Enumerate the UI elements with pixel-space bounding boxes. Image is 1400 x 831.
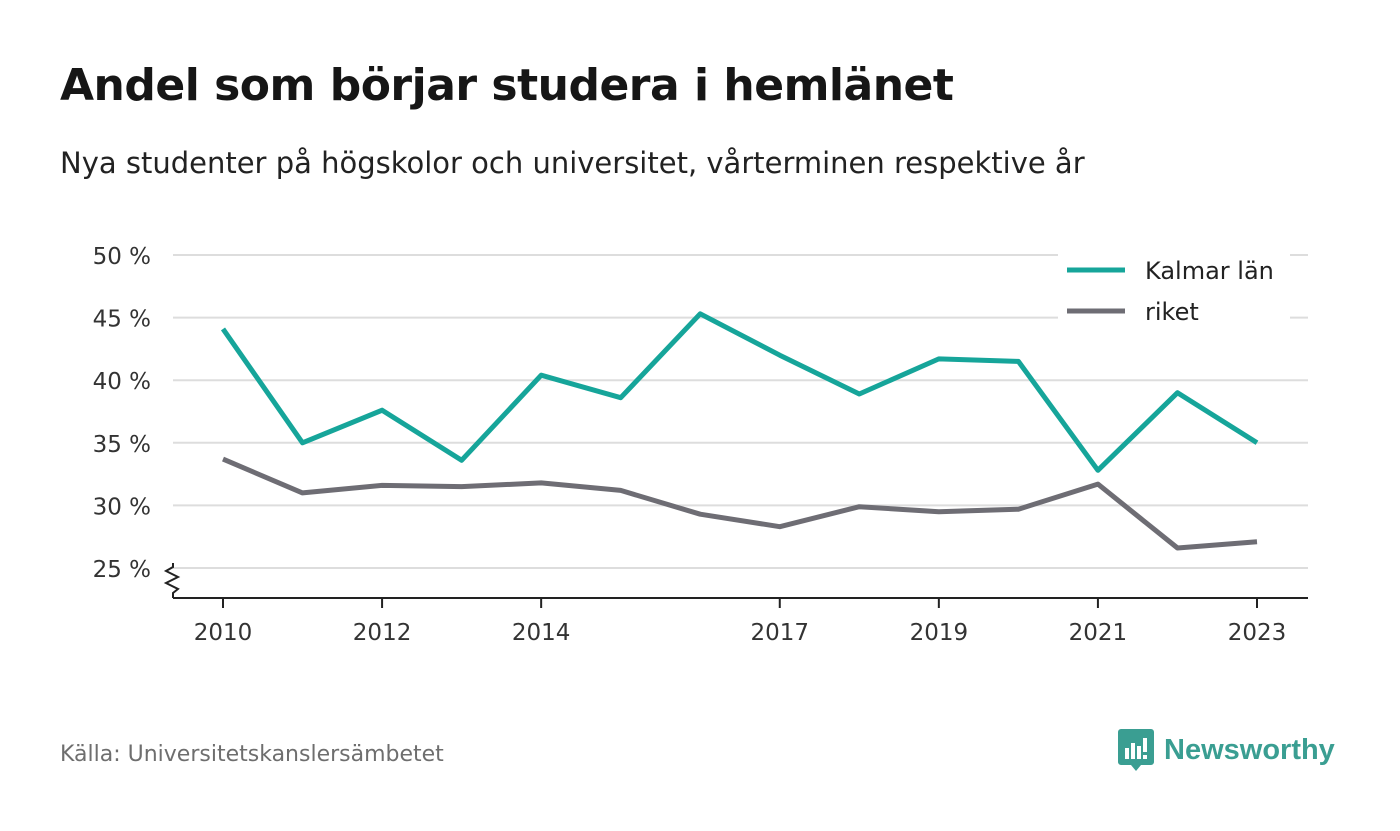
axes: 25 % 30 % 35 % 40 % 45 % 50 % 2010 2012 2014 2017…	[93, 244, 1308, 646]
x-tick-label: 2021	[1069, 620, 1128, 646]
page-subtitle: Nya studenter på högskolor och universit…	[60, 146, 1085, 180]
x-tick-label: 2010	[194, 620, 253, 646]
y-tick-label: 50 %	[93, 244, 151, 270]
brand-name: Newsworthy	[1164, 733, 1335, 766]
series-lines	[220, 311, 1259, 551]
source-note: Källa: Universitetskanslersämbetet	[60, 742, 444, 767]
axis-break-icon	[163, 563, 181, 598]
page-title: Andel som börjar studera i hemlänet	[60, 60, 954, 111]
y-tick-label: 40 %	[93, 369, 151, 395]
y-tick-label: 45 %	[93, 307, 151, 333]
x-tick-label: 2017	[750, 620, 809, 646]
y-tick-label: 30 %	[93, 494, 151, 520]
x-tick-label: 2014	[512, 620, 571, 646]
series-line-kalmar	[220, 311, 1259, 473]
series-line-riket	[222, 456, 1258, 551]
x-tick-label: 2012	[353, 620, 412, 646]
legend: Kalmar län riket	[1058, 244, 1290, 326]
newsworthy-logo-icon	[1118, 729, 1154, 771]
legend-label: Kalmar län	[1145, 257, 1274, 285]
legend-label: riket	[1145, 298, 1199, 326]
brand-logo: Newsworthy	[1118, 728, 1335, 772]
x-tick-label: 2019	[910, 620, 969, 646]
x-tick-label: 2023	[1228, 620, 1287, 646]
line-chart: 25 % 30 % 35 % 40 % 45 % 50 % 2010 2012 2014 2017…	[93, 244, 1308, 646]
y-tick-label: 25 %	[93, 557, 151, 583]
y-tick-label: 35 %	[93, 432, 151, 458]
